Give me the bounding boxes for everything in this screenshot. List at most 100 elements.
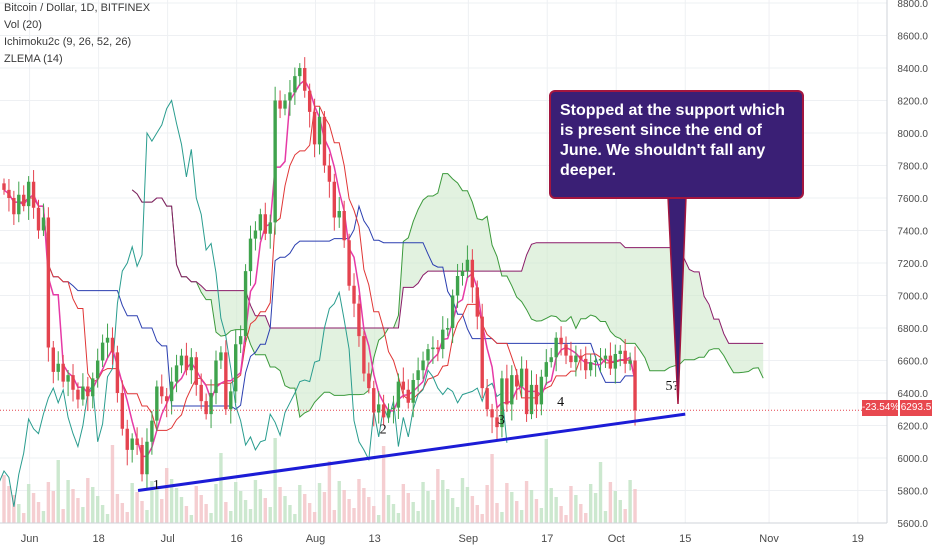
volume-bars — [2, 438, 637, 523]
cloud-fill — [132, 173, 764, 417]
volume-bar — [12, 495, 16, 523]
candle-body — [2, 183, 6, 190]
volume-bar — [559, 506, 563, 523]
volume-bar — [135, 492, 139, 523]
volume-bar — [263, 498, 267, 523]
volume-bar — [51, 491, 55, 523]
volume-bar — [628, 480, 632, 523]
volume-bar — [71, 489, 75, 523]
volume-bar — [243, 500, 248, 523]
candle-body — [169, 381, 174, 402]
volume-bar — [623, 509, 627, 523]
candle-body — [613, 354, 618, 369]
candle-body — [312, 111, 317, 145]
candle-body — [475, 287, 479, 317]
y-tick-label: 7400.0 — [897, 227, 928, 238]
volume-bar — [322, 492, 327, 523]
y-tick-label: 6400.0 — [897, 389, 928, 400]
annotation-text: Stopped at the support which is present … — [560, 102, 785, 179]
volume-bar — [332, 510, 337, 523]
volume-bar — [618, 500, 622, 523]
candle-body — [204, 401, 208, 415]
candle-body — [544, 362, 548, 377]
y-tick-label: 8200.0 — [897, 97, 928, 108]
candle-body — [164, 396, 169, 402]
legend-zlema[interactable]: ZLEMA (14) — [4, 53, 63, 65]
legend-volume[interactable]: Vol (20) — [4, 19, 42, 31]
volume-bar — [184, 506, 189, 523]
candle-body — [633, 360, 637, 411]
wave-label: 3 — [498, 413, 505, 428]
y-tick-label: 8600.0 — [897, 32, 928, 43]
candle-body — [273, 100, 277, 223]
candle-body — [17, 194, 21, 215]
volume-bar — [465, 487, 470, 523]
x-tick-label: 18 — [92, 533, 104, 545]
candle-body — [100, 342, 105, 361]
candle-body — [608, 355, 613, 369]
annotation-callout[interactable]: Stopped at the support which is present … — [549, 90, 804, 199]
volume-bar — [608, 482, 613, 523]
candle-body — [584, 358, 588, 371]
candle-body — [554, 337, 558, 358]
candle-body — [446, 328, 450, 330]
candle-body — [56, 363, 60, 372]
candle-body — [194, 357, 198, 385]
volume-bar — [416, 511, 420, 523]
candle-body — [618, 350, 622, 354]
volume-bar — [298, 485, 302, 523]
legend-symbol[interactable]: Bitcoin / Dollar, 1D, BITFINEX — [4, 2, 151, 14]
volume-bar — [41, 511, 46, 523]
candle-body — [22, 194, 26, 207]
candle-body — [376, 404, 381, 413]
volume-bar — [569, 486, 573, 523]
base-line — [3, 189, 635, 410]
volume-bar — [61, 509, 65, 523]
volume-bar — [362, 488, 366, 523]
candle-body — [372, 388, 376, 413]
candles — [2, 57, 637, 491]
candle-body — [510, 375, 514, 405]
candle-body — [26, 181, 31, 207]
y-tick-label: 7600.0 — [897, 194, 928, 205]
x-tick-label: Aug — [306, 533, 326, 545]
volume-bar — [515, 501, 519, 523]
candle-body — [332, 181, 337, 218]
volume-bar — [549, 488, 553, 523]
volume-bar — [500, 512, 504, 523]
candle-body — [455, 276, 460, 296]
volume-bar — [115, 494, 120, 523]
volume-bar — [31, 493, 36, 523]
volume-bar — [248, 509, 253, 523]
volume-bar — [524, 481, 529, 523]
volume-bar — [598, 462, 603, 523]
candle-body — [234, 344, 238, 392]
candle-body — [288, 92, 292, 101]
candle-body — [416, 370, 420, 380]
volume-bar — [421, 482, 425, 523]
x-tick-label: 13 — [369, 533, 381, 545]
candle-body — [588, 362, 593, 371]
candle-body — [184, 355, 189, 371]
volume-bar — [110, 445, 115, 523]
legend-ichimoku[interactable]: Ichimoku2c (9, 26, 52, 26) — [4, 36, 132, 48]
volume-bar — [253, 480, 258, 523]
candle-body — [598, 358, 603, 361]
volume-bar — [150, 481, 154, 523]
volume-bar — [460, 478, 465, 523]
volume-bar — [613, 491, 618, 523]
candle-body — [480, 316, 484, 389]
volume-bar — [224, 502, 228, 523]
candle-body — [263, 214, 267, 234]
candle-body — [362, 336, 366, 374]
candle-body — [342, 211, 346, 241]
volume-bar — [36, 502, 41, 523]
candle-body — [534, 384, 539, 405]
volume-bar — [120, 503, 125, 523]
volume-bar — [411, 502, 415, 523]
candle-body — [303, 68, 307, 91]
volume-bar — [401, 484, 406, 523]
